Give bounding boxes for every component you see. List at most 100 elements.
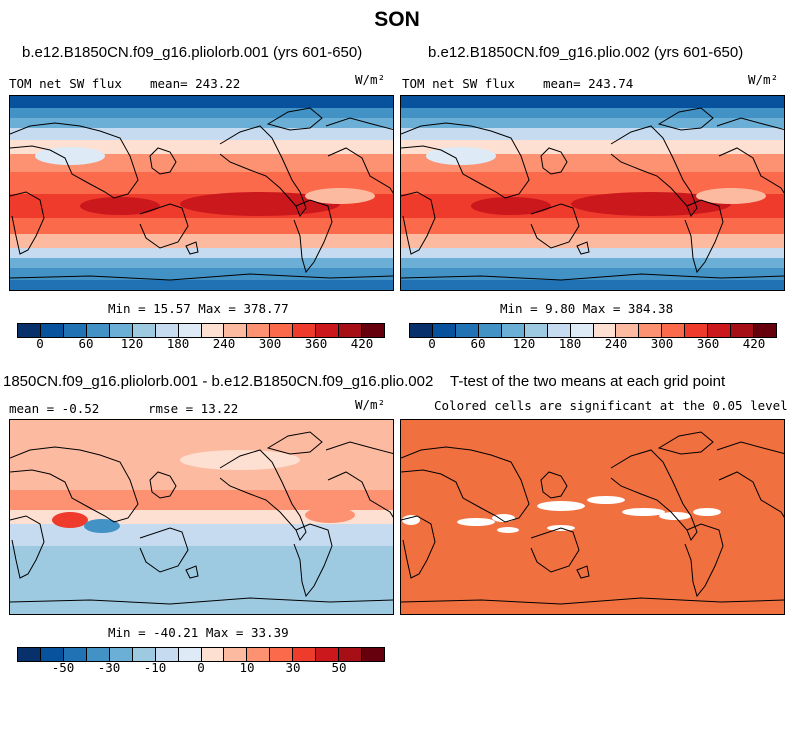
colorbar-3-ticks: -50 -30 -10 0 10 30 50 <box>17 660 385 676</box>
panel-1-mean-label: mean= 243.22 <box>150 76 241 91</box>
colorbar-swatch <box>109 648 133 661</box>
colorbar-1 <box>17 323 385 338</box>
panel-1-stats: Min = 15.57 Max = 378.77 <box>108 301 289 316</box>
panel-1-units: W/m² <box>355 72 386 87</box>
coastline <box>149 471 177 499</box>
map-4-field <box>401 420 784 614</box>
coastline <box>401 446 530 523</box>
panel-2-title: b.e12.B1850CN.f09_g16.plio.002 (yrs 601-… <box>428 44 744 61</box>
colorbar-tick-label: 60 <box>470 336 486 351</box>
colorbar-2 <box>409 323 777 338</box>
coastline <box>657 107 714 131</box>
coastline <box>401 515 436 579</box>
coastline <box>540 471 568 499</box>
map-3-field <box>10 420 393 614</box>
field-maximum <box>471 197 551 215</box>
coastline <box>325 441 393 454</box>
field-blob <box>426 147 496 165</box>
coastline <box>684 523 724 598</box>
panel-3-units: W/m² <box>355 397 386 412</box>
coastline <box>293 523 333 598</box>
colorbar-tick-label: -50 <box>51 660 75 675</box>
map-panel-2 <box>400 95 785 291</box>
field-blob <box>35 147 105 165</box>
panel-4-title: T-test of the two means at each grid poi… <box>450 373 726 390</box>
colorbar-tick-label: 360 <box>304 336 328 351</box>
colorbar-swatch <box>293 648 317 661</box>
field-maximum <box>80 197 160 215</box>
coastline <box>10 446 139 523</box>
not-significant-region <box>497 527 519 533</box>
colorbar-tick-label: 360 <box>696 336 720 351</box>
panel-3-title: 1850CN.f09_g16.pliolorb.001 - b.e12.B185… <box>3 373 434 390</box>
panel-3-stats: Min = -40.21 Max = 33.39 <box>108 625 289 640</box>
colorbar-tick-label: 420 <box>350 336 374 351</box>
colorbar-swatch <box>339 324 363 337</box>
colorbar-tick-label: 180 <box>558 336 582 351</box>
field-band <box>10 108 393 118</box>
field-band <box>10 96 393 108</box>
coastline <box>139 203 189 249</box>
field-band <box>401 258 784 268</box>
coastline <box>610 125 698 218</box>
coastline <box>718 147 784 194</box>
colorbar-swatch <box>18 324 41 337</box>
coastline <box>219 125 307 218</box>
significant-region <box>401 420 784 614</box>
field-blob <box>696 188 766 204</box>
colorbar-swatch <box>18 648 41 661</box>
colorbar-swatch <box>478 324 502 337</box>
colorbar-swatch <box>109 324 133 337</box>
coastline <box>657 431 714 455</box>
coastline <box>10 515 45 579</box>
colorbar-tick-label: 0 <box>197 660 205 675</box>
field-minimum <box>84 519 120 533</box>
colorbar-swatch <box>270 324 294 337</box>
field-band <box>10 234 393 248</box>
not-significant-region <box>622 508 665 516</box>
colorbar-tick-label: 240 <box>604 336 628 351</box>
colorbar-swatch <box>339 648 363 661</box>
panel-2-stats: Min = 9.80 Max = 384.38 <box>500 301 674 316</box>
field-band <box>10 258 393 268</box>
coastline <box>718 471 784 518</box>
colorbar-swatch <box>201 648 225 661</box>
field-band <box>10 280 393 290</box>
not-significant-region <box>402 515 420 525</box>
colorbar-swatch <box>316 324 340 337</box>
colorbar-tick-label: 0 <box>36 336 44 351</box>
colorbar-tick-label: -30 <box>97 660 121 675</box>
colorbar-swatch <box>316 648 340 661</box>
field-band <box>401 118 784 128</box>
field-band <box>401 218 784 234</box>
colorbar-swatch <box>40 648 64 661</box>
map-panel-4 <box>400 419 785 615</box>
colorbar-tick-label: 300 <box>258 336 282 351</box>
colorbar-swatch <box>455 324 479 337</box>
colorbar-swatch <box>201 324 225 337</box>
colorbar-swatch <box>224 648 248 661</box>
map-panel-3 <box>9 419 394 615</box>
colorbar-swatch <box>524 324 548 337</box>
coastline <box>716 117 784 130</box>
coastline <box>219 449 307 542</box>
colorbar-swatch <box>362 324 384 337</box>
colorbar-swatch <box>63 324 87 337</box>
colorbar-swatch <box>501 324 525 337</box>
coastline <box>401 191 436 255</box>
field-blob <box>305 507 355 523</box>
colorbar-1-ticks: 0 60 120 180 240 300 360 420 <box>17 336 385 352</box>
field-band <box>401 280 784 290</box>
colorbar-swatch <box>754 324 776 337</box>
colorbar-swatch <box>86 324 110 337</box>
coastline <box>401 273 784 281</box>
field-band <box>401 154 784 172</box>
colorbar-tick-label: 10 <box>239 660 255 675</box>
coastline <box>10 191 45 255</box>
coastline <box>684 199 724 274</box>
coastline <box>327 147 393 194</box>
panel-3-rmse-label: rmse = 13.22 <box>148 401 239 416</box>
coastline <box>576 565 590 579</box>
colorbar-swatch <box>570 324 594 337</box>
colorbar-tick-label: 120 <box>120 336 144 351</box>
